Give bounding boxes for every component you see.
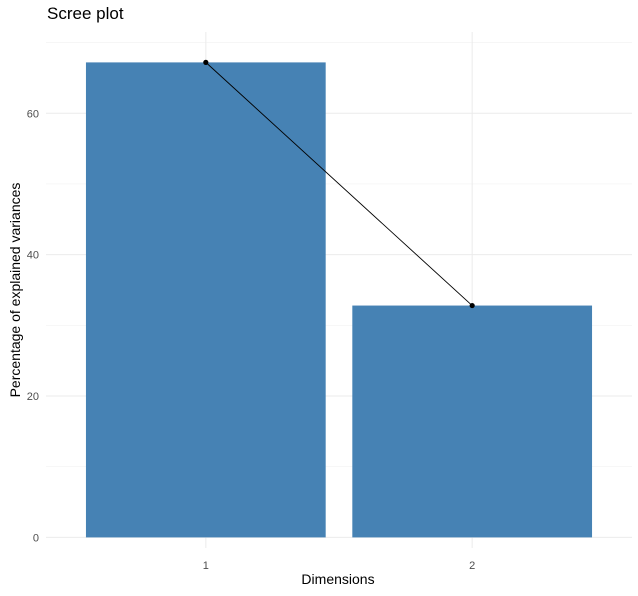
x-tick-label: 2 (469, 560, 475, 572)
bar-dim-2 (352, 305, 593, 538)
y-tick-label: 40 (27, 250, 39, 262)
variance-point-2 (469, 302, 475, 309)
bars (85, 62, 593, 538)
x-axis-title: Dimensions (301, 571, 375, 587)
variance-point-1 (203, 59, 209, 65)
x-tick-label: 1 (203, 560, 209, 572)
variance-line (205, 62, 473, 306)
chart-title: Scree plot (47, 4, 124, 23)
y-axis-title: Percentage of explained variances (7, 182, 23, 398)
y-tick-label: 20 (27, 391, 39, 403)
y-tick-label: 60 (27, 108, 39, 120)
y-tick-label: 0 (33, 532, 39, 544)
bar-dim-1 (85, 62, 326, 538)
